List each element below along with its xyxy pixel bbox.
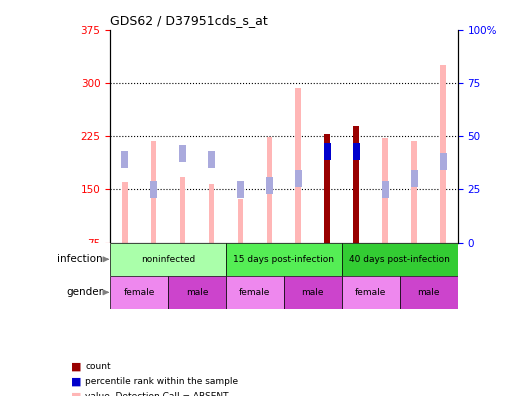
Bar [168, 276, 226, 309]
Bar [354, 126, 359, 243]
Text: male: male [302, 288, 324, 297]
Bar [179, 177, 186, 243]
Text: count: count [85, 362, 111, 371]
Bar [150, 181, 157, 198]
Bar [382, 181, 389, 198]
Bar [342, 276, 400, 309]
Bar [151, 141, 156, 243]
Text: infection: infection [58, 254, 103, 264]
Text: percentile rank within the sample: percentile rank within the sample [85, 377, 238, 386]
Text: female: female [355, 288, 386, 297]
Text: male: male [417, 288, 440, 297]
Text: noninfected: noninfected [141, 255, 195, 264]
Bar [266, 177, 273, 194]
Bar [110, 276, 168, 309]
Bar [226, 276, 284, 309]
Bar [382, 138, 388, 243]
Text: ■: ■ [71, 376, 81, 386]
Bar [237, 199, 243, 243]
Text: male: male [186, 288, 208, 297]
Bar [411, 170, 418, 187]
Text: gender: gender [66, 287, 103, 297]
Text: GDS62 / D37951cds_s_at: GDS62 / D37951cds_s_at [110, 14, 268, 27]
Bar [208, 151, 215, 168]
Bar [324, 143, 331, 160]
Text: 15 days post-infection: 15 days post-infection [233, 255, 334, 264]
Bar [284, 276, 342, 309]
Bar [110, 243, 226, 276]
Bar [440, 65, 446, 243]
Bar [267, 137, 272, 243]
Text: female: female [239, 288, 270, 297]
Bar [353, 143, 360, 160]
Bar [237, 181, 244, 198]
Bar [121, 151, 128, 168]
Text: 40 days post-infection: 40 days post-infection [349, 255, 450, 264]
Bar [226, 243, 342, 276]
Bar [179, 145, 186, 162]
Bar [400, 276, 458, 309]
Text: value, Detection Call = ABSENT: value, Detection Call = ABSENT [85, 392, 229, 396]
Bar [324, 134, 330, 243]
Text: ■: ■ [71, 361, 81, 371]
Bar [295, 88, 301, 243]
Bar [295, 170, 302, 187]
Bar [439, 153, 447, 170]
Bar [411, 141, 417, 243]
Text: ■: ■ [71, 391, 81, 396]
Text: female: female [123, 288, 155, 297]
Bar [342, 243, 458, 276]
Bar [209, 184, 214, 243]
Bar [122, 183, 128, 243]
